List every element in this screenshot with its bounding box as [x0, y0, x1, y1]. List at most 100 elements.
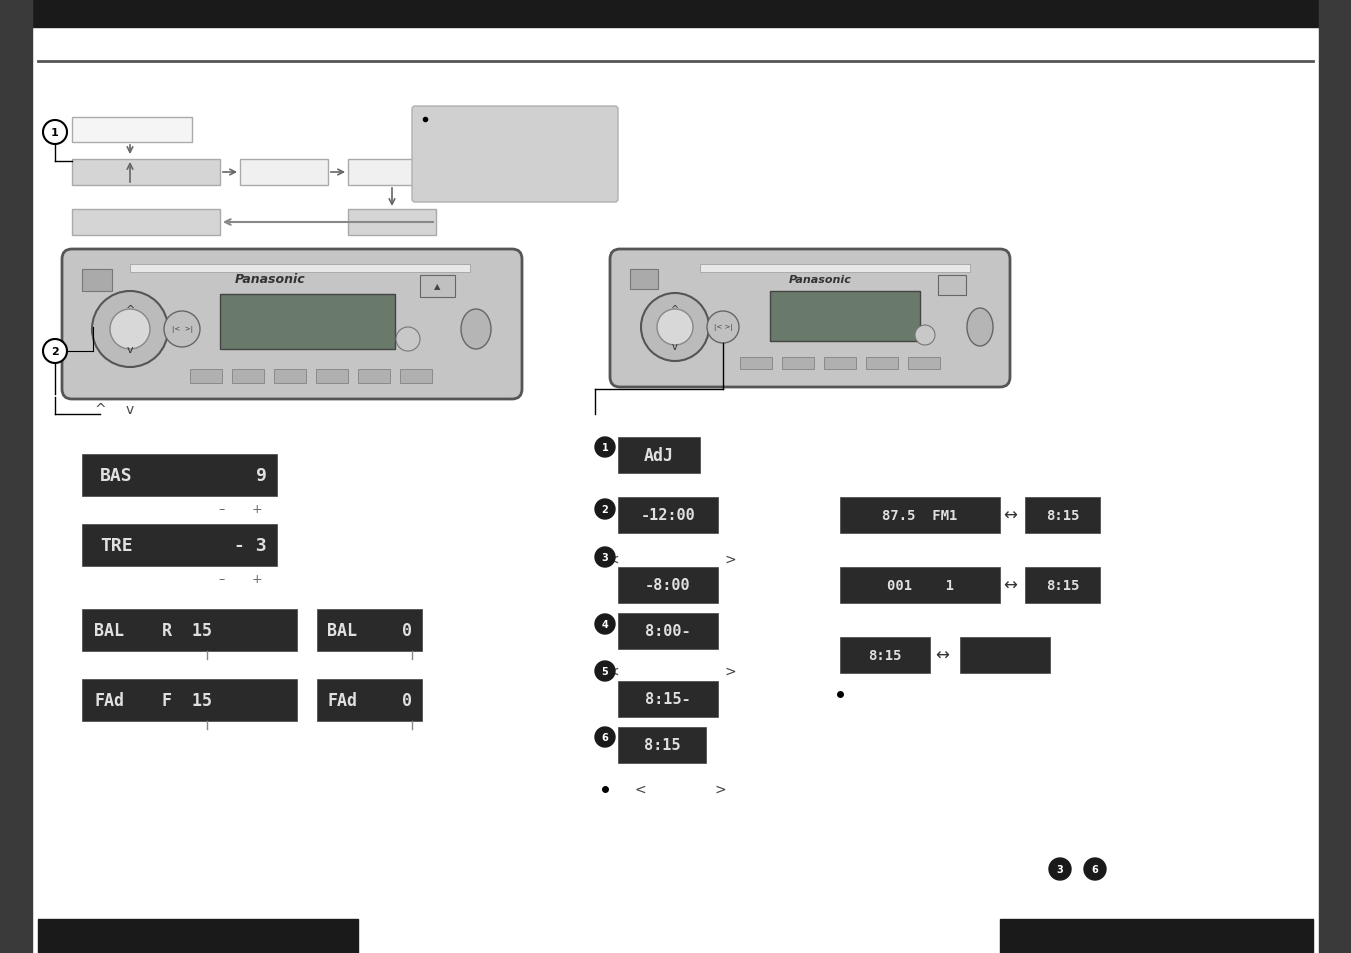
Bar [240, 160, 328, 186]
Circle shape [594, 499, 615, 519]
Bar [840, 497, 1000, 534]
Circle shape [109, 310, 150, 350]
Text: >: > [724, 664, 736, 679]
Circle shape [594, 547, 615, 567]
Bar [190, 370, 222, 384]
Text: |< >|: |< >| [713, 324, 732, 331]
FancyBboxPatch shape [611, 250, 1011, 388]
Bar [317, 679, 422, 721]
Bar [782, 357, 815, 370]
Bar [400, 370, 432, 384]
Bar [349, 210, 436, 235]
Bar [72, 118, 192, 143]
Bar [617, 497, 717, 534]
Bar [72, 160, 220, 186]
Bar [130, 265, 470, 273]
Text: 8:00-: 8:00- [646, 624, 690, 639]
Circle shape [640, 294, 709, 361]
Text: ▲: ▲ [434, 282, 440, 292]
Text: 1: 1 [51, 128, 59, 138]
Text: ↔: ↔ [935, 646, 948, 664]
Text: v: v [673, 341, 678, 352]
Circle shape [163, 312, 200, 348]
Bar [220, 294, 394, 350]
Text: -12:00: -12:00 [640, 508, 696, 523]
Text: 8:15: 8:15 [869, 648, 901, 662]
Bar [358, 370, 390, 384]
Text: 8:15: 8:15 [1046, 509, 1079, 522]
Text: 0: 0 [403, 691, 412, 709]
Ellipse shape [461, 310, 490, 350]
Bar [617, 567, 717, 603]
Text: 001    1: 001 1 [886, 578, 954, 593]
Text: +: + [251, 573, 262, 585]
Text: –: – [219, 573, 226, 585]
Circle shape [1084, 858, 1106, 880]
Text: ↔: ↔ [1002, 506, 1017, 524]
Text: +: + [251, 502, 262, 516]
Circle shape [43, 121, 68, 145]
Bar [961, 638, 1050, 673]
Text: F  15: F 15 [162, 691, 212, 709]
Text: 3: 3 [1056, 864, 1063, 874]
Text: FAd: FAd [327, 691, 357, 709]
Text: -8:00: -8:00 [646, 578, 690, 593]
Circle shape [707, 312, 739, 344]
Text: 8:15: 8:15 [643, 738, 681, 753]
Circle shape [594, 727, 615, 747]
Bar [38, 919, 358, 953]
Text: 9: 9 [257, 467, 267, 484]
Bar [32, 0, 1319, 28]
Text: BAL: BAL [95, 621, 124, 639]
Bar [617, 681, 717, 718]
Text: 6: 6 [601, 732, 608, 742]
Bar [938, 275, 966, 295]
Text: FAd: FAd [95, 691, 124, 709]
Bar [0, 0, 32, 953]
Text: 5: 5 [601, 666, 608, 677]
Bar [82, 524, 277, 566]
Text: Panasonic: Panasonic [235, 274, 305, 286]
Text: 8:15-: 8:15- [646, 692, 690, 707]
Bar [1000, 919, 1313, 953]
Bar [617, 727, 707, 763]
Bar [617, 437, 700, 474]
Circle shape [915, 326, 935, 346]
Bar [840, 638, 929, 673]
Bar [82, 270, 112, 292]
Bar [630, 270, 658, 290]
Text: 87.5  FM1: 87.5 FM1 [882, 509, 958, 522]
Text: ^: ^ [126, 305, 135, 314]
Bar [420, 275, 455, 297]
Bar [274, 370, 305, 384]
Text: 0: 0 [403, 621, 412, 639]
Bar [1025, 497, 1100, 534]
Bar [82, 455, 277, 497]
Circle shape [92, 292, 168, 368]
Bar [317, 609, 422, 651]
Circle shape [43, 339, 68, 364]
Text: <: < [607, 553, 619, 566]
Text: –: – [219, 502, 226, 516]
Bar [840, 567, 1000, 603]
Circle shape [594, 615, 615, 635]
FancyBboxPatch shape [412, 107, 617, 203]
Text: v: v [126, 402, 134, 416]
Text: AdJ: AdJ [644, 447, 674, 464]
Bar [1025, 567, 1100, 603]
Text: >: > [724, 553, 736, 566]
Bar [908, 357, 940, 370]
Circle shape [1048, 858, 1071, 880]
Text: - 3: - 3 [234, 537, 267, 555]
Text: R  15: R 15 [162, 621, 212, 639]
Text: ^: ^ [671, 305, 680, 314]
Text: 2: 2 [51, 347, 59, 356]
Bar [617, 614, 717, 649]
Text: 3: 3 [601, 553, 608, 562]
Text: TRE: TRE [100, 537, 132, 555]
Circle shape [657, 310, 693, 346]
Text: 2: 2 [601, 504, 608, 515]
Ellipse shape [967, 309, 993, 347]
Text: 1: 1 [601, 442, 608, 453]
Bar [700, 265, 970, 273]
